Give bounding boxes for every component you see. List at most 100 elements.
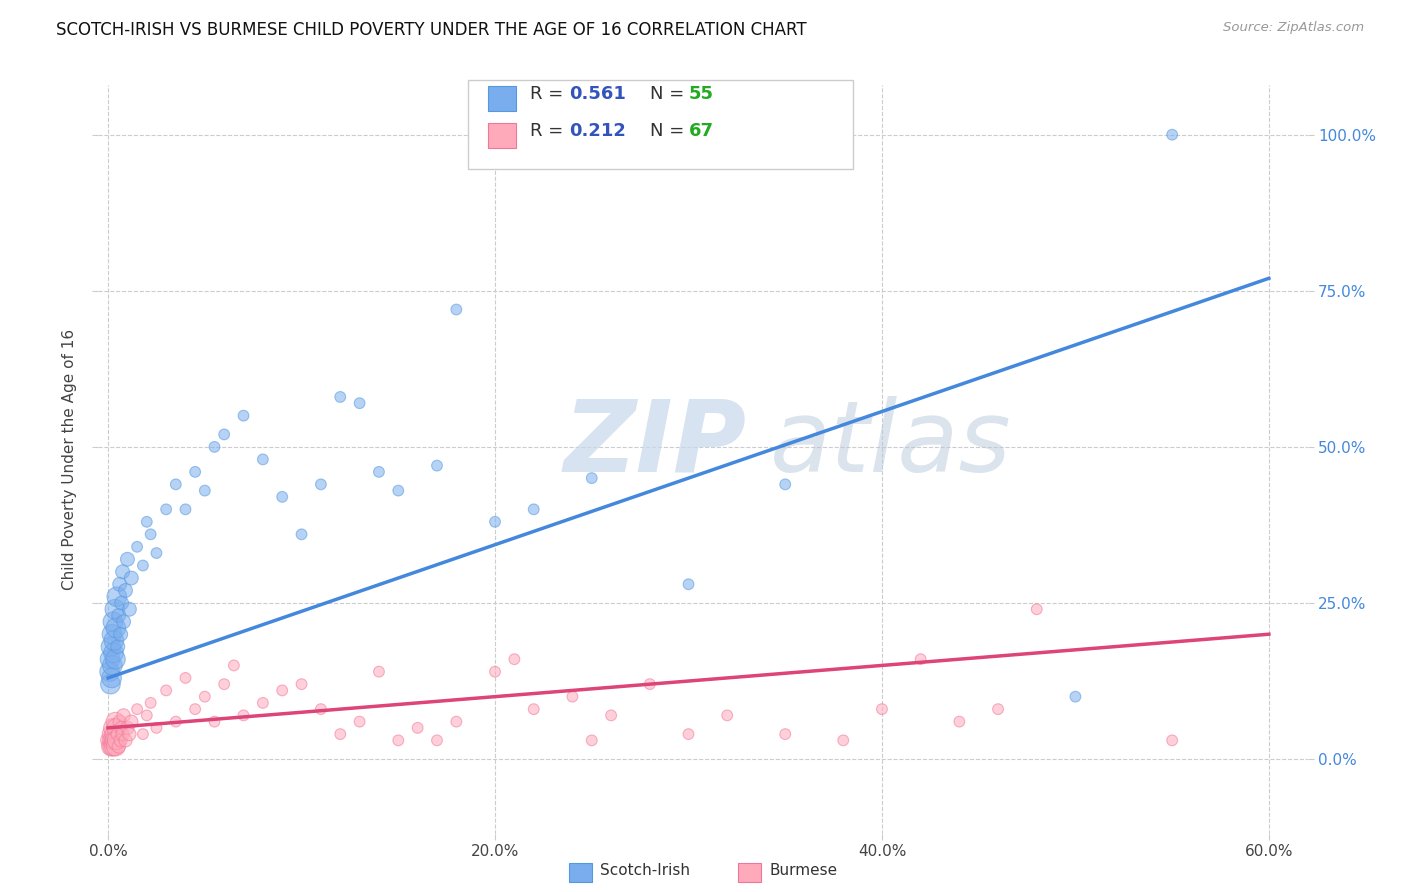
Point — [204, 440, 226, 454]
Point — [100, 640, 122, 654]
Point — [174, 671, 197, 685]
Point — [108, 714, 131, 729]
Point — [184, 702, 207, 716]
Point — [446, 302, 468, 317]
Point — [252, 452, 274, 467]
Point — [110, 627, 132, 641]
Point — [600, 708, 623, 723]
Point — [581, 471, 603, 485]
Point — [165, 477, 187, 491]
Point — [329, 727, 352, 741]
Point — [581, 733, 603, 747]
Point — [349, 714, 371, 729]
Text: N =: N = — [650, 122, 689, 140]
Point — [290, 677, 312, 691]
Point — [329, 390, 352, 404]
Point — [107, 739, 129, 754]
Point — [145, 721, 167, 735]
Point — [406, 721, 429, 735]
Point — [120, 714, 142, 729]
Point — [368, 665, 391, 679]
Point — [484, 515, 506, 529]
Point — [165, 714, 187, 729]
Point — [271, 490, 294, 504]
Point — [104, 621, 127, 635]
Point — [101, 627, 124, 641]
Point — [387, 483, 409, 498]
Point — [100, 739, 122, 754]
Point — [111, 727, 134, 741]
Point — [120, 571, 142, 585]
Point — [135, 708, 157, 723]
Point — [98, 733, 121, 747]
Point — [145, 546, 167, 560]
Point — [100, 677, 122, 691]
Text: Source: ZipAtlas.com: Source: ZipAtlas.com — [1223, 21, 1364, 34]
Point — [194, 690, 217, 704]
Point — [101, 615, 124, 629]
Point — [101, 733, 124, 747]
Point — [118, 602, 141, 616]
Point — [212, 677, 235, 691]
Point — [104, 739, 127, 754]
Point — [290, 527, 312, 541]
Point — [104, 714, 127, 729]
Text: ZIP: ZIP — [564, 396, 747, 493]
Point — [107, 640, 129, 654]
Point — [309, 477, 332, 491]
Point — [910, 652, 932, 666]
Point — [561, 690, 583, 704]
Point — [98, 665, 121, 679]
Point — [108, 577, 131, 591]
Point — [127, 540, 149, 554]
Point — [773, 727, 796, 741]
Point — [523, 502, 546, 516]
Point — [127, 702, 149, 716]
Point — [135, 515, 157, 529]
Point — [105, 733, 128, 747]
Point — [117, 721, 139, 735]
Point — [101, 658, 124, 673]
Point — [112, 708, 135, 723]
Point — [1025, 602, 1047, 616]
Point — [222, 658, 245, 673]
Point — [110, 733, 132, 747]
Point — [112, 615, 135, 629]
Point — [139, 527, 162, 541]
Point — [678, 577, 700, 591]
Point — [1161, 733, 1184, 747]
Text: SCOTCH-IRISH VS BURMESE CHILD POVERTY UNDER THE AGE OF 16 CORRELATION CHART: SCOTCH-IRISH VS BURMESE CHILD POVERTY UN… — [56, 21, 807, 38]
Point — [132, 558, 155, 573]
Point — [948, 714, 970, 729]
Point — [107, 608, 129, 623]
Point — [870, 702, 893, 716]
Point — [987, 702, 1010, 716]
Point — [100, 727, 122, 741]
Point — [103, 646, 125, 660]
Point — [204, 714, 226, 729]
Point — [103, 633, 125, 648]
Point — [426, 458, 449, 473]
Point — [104, 733, 127, 747]
Text: 0.212: 0.212 — [569, 122, 626, 140]
Point — [104, 652, 127, 666]
Point — [103, 733, 125, 747]
Point — [523, 702, 546, 716]
Y-axis label: Child Poverty Under the Age of 16: Child Poverty Under the Age of 16 — [62, 329, 77, 590]
Point — [678, 727, 700, 741]
Point — [349, 396, 371, 410]
Point — [271, 683, 294, 698]
Point — [103, 727, 125, 741]
Point — [103, 739, 125, 754]
Point — [105, 590, 128, 604]
Text: 0.561: 0.561 — [569, 85, 626, 103]
Point — [638, 677, 661, 691]
Point — [503, 652, 526, 666]
Point — [118, 727, 141, 741]
Text: Scotch-Irish: Scotch-Irish — [600, 863, 690, 878]
Point — [111, 565, 134, 579]
Point — [101, 739, 124, 754]
Point — [132, 727, 155, 741]
Text: atlas: atlas — [769, 396, 1011, 493]
Text: 67: 67 — [689, 122, 714, 140]
